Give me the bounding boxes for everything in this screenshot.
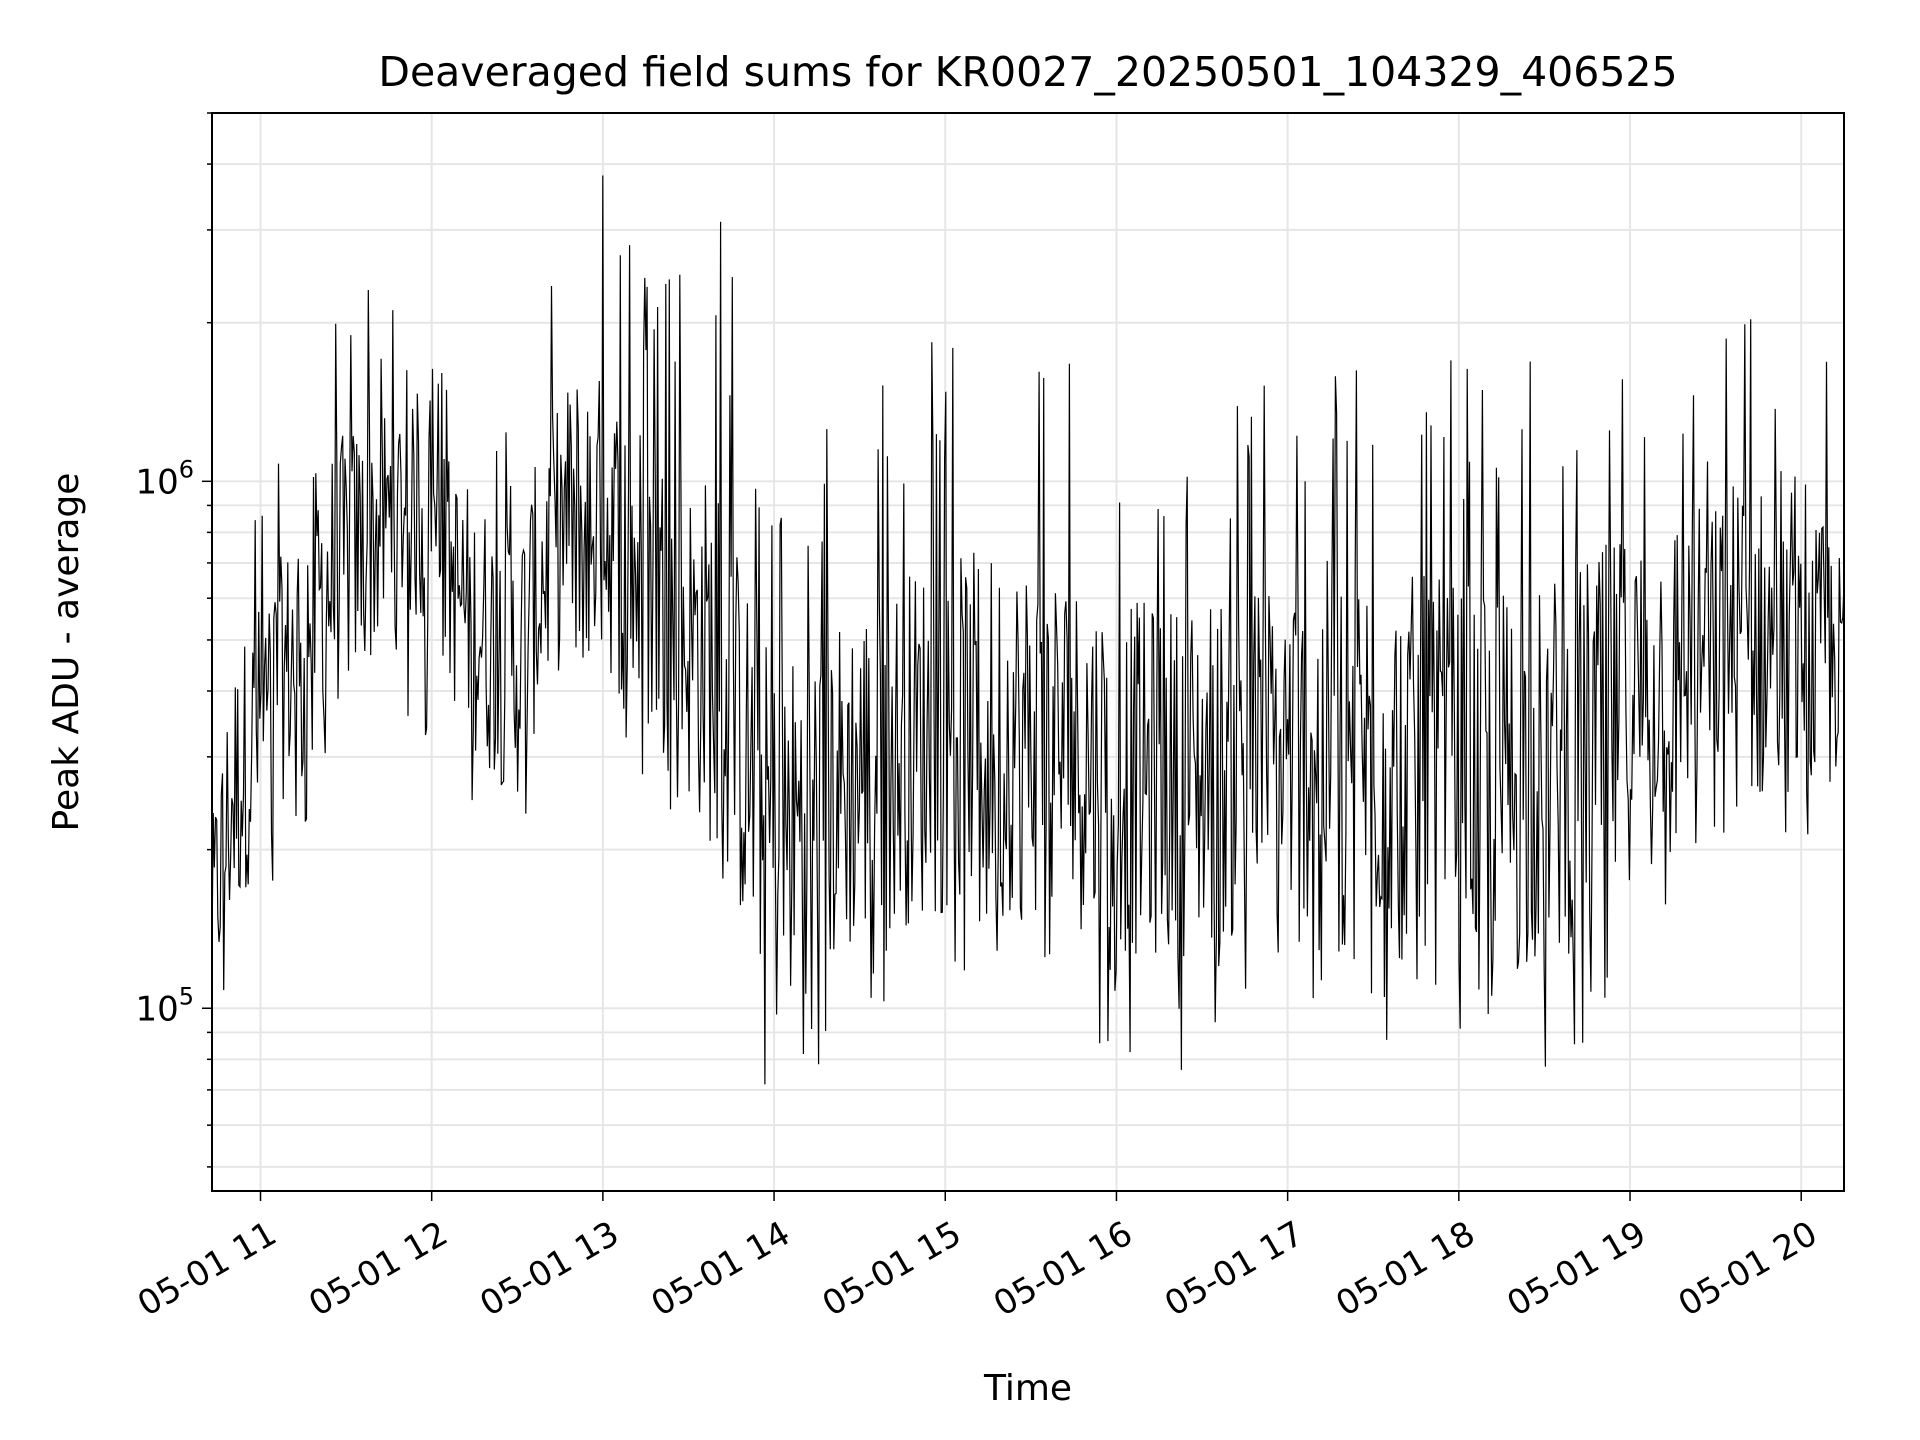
- x-axis-label: Time: [983, 1368, 1072, 1409]
- data-series: [211, 175, 1845, 1085]
- y-tick-label: 106: [135, 455, 194, 502]
- y-tick-label: 105: [135, 982, 194, 1029]
- chart-title: Deaveraged field sums for KR0027_2025050…: [378, 48, 1677, 96]
- y-axis-label: Peak ADU - average: [46, 473, 87, 832]
- series-line: [211, 175, 1845, 1085]
- plot-frame: [211, 112, 1845, 1192]
